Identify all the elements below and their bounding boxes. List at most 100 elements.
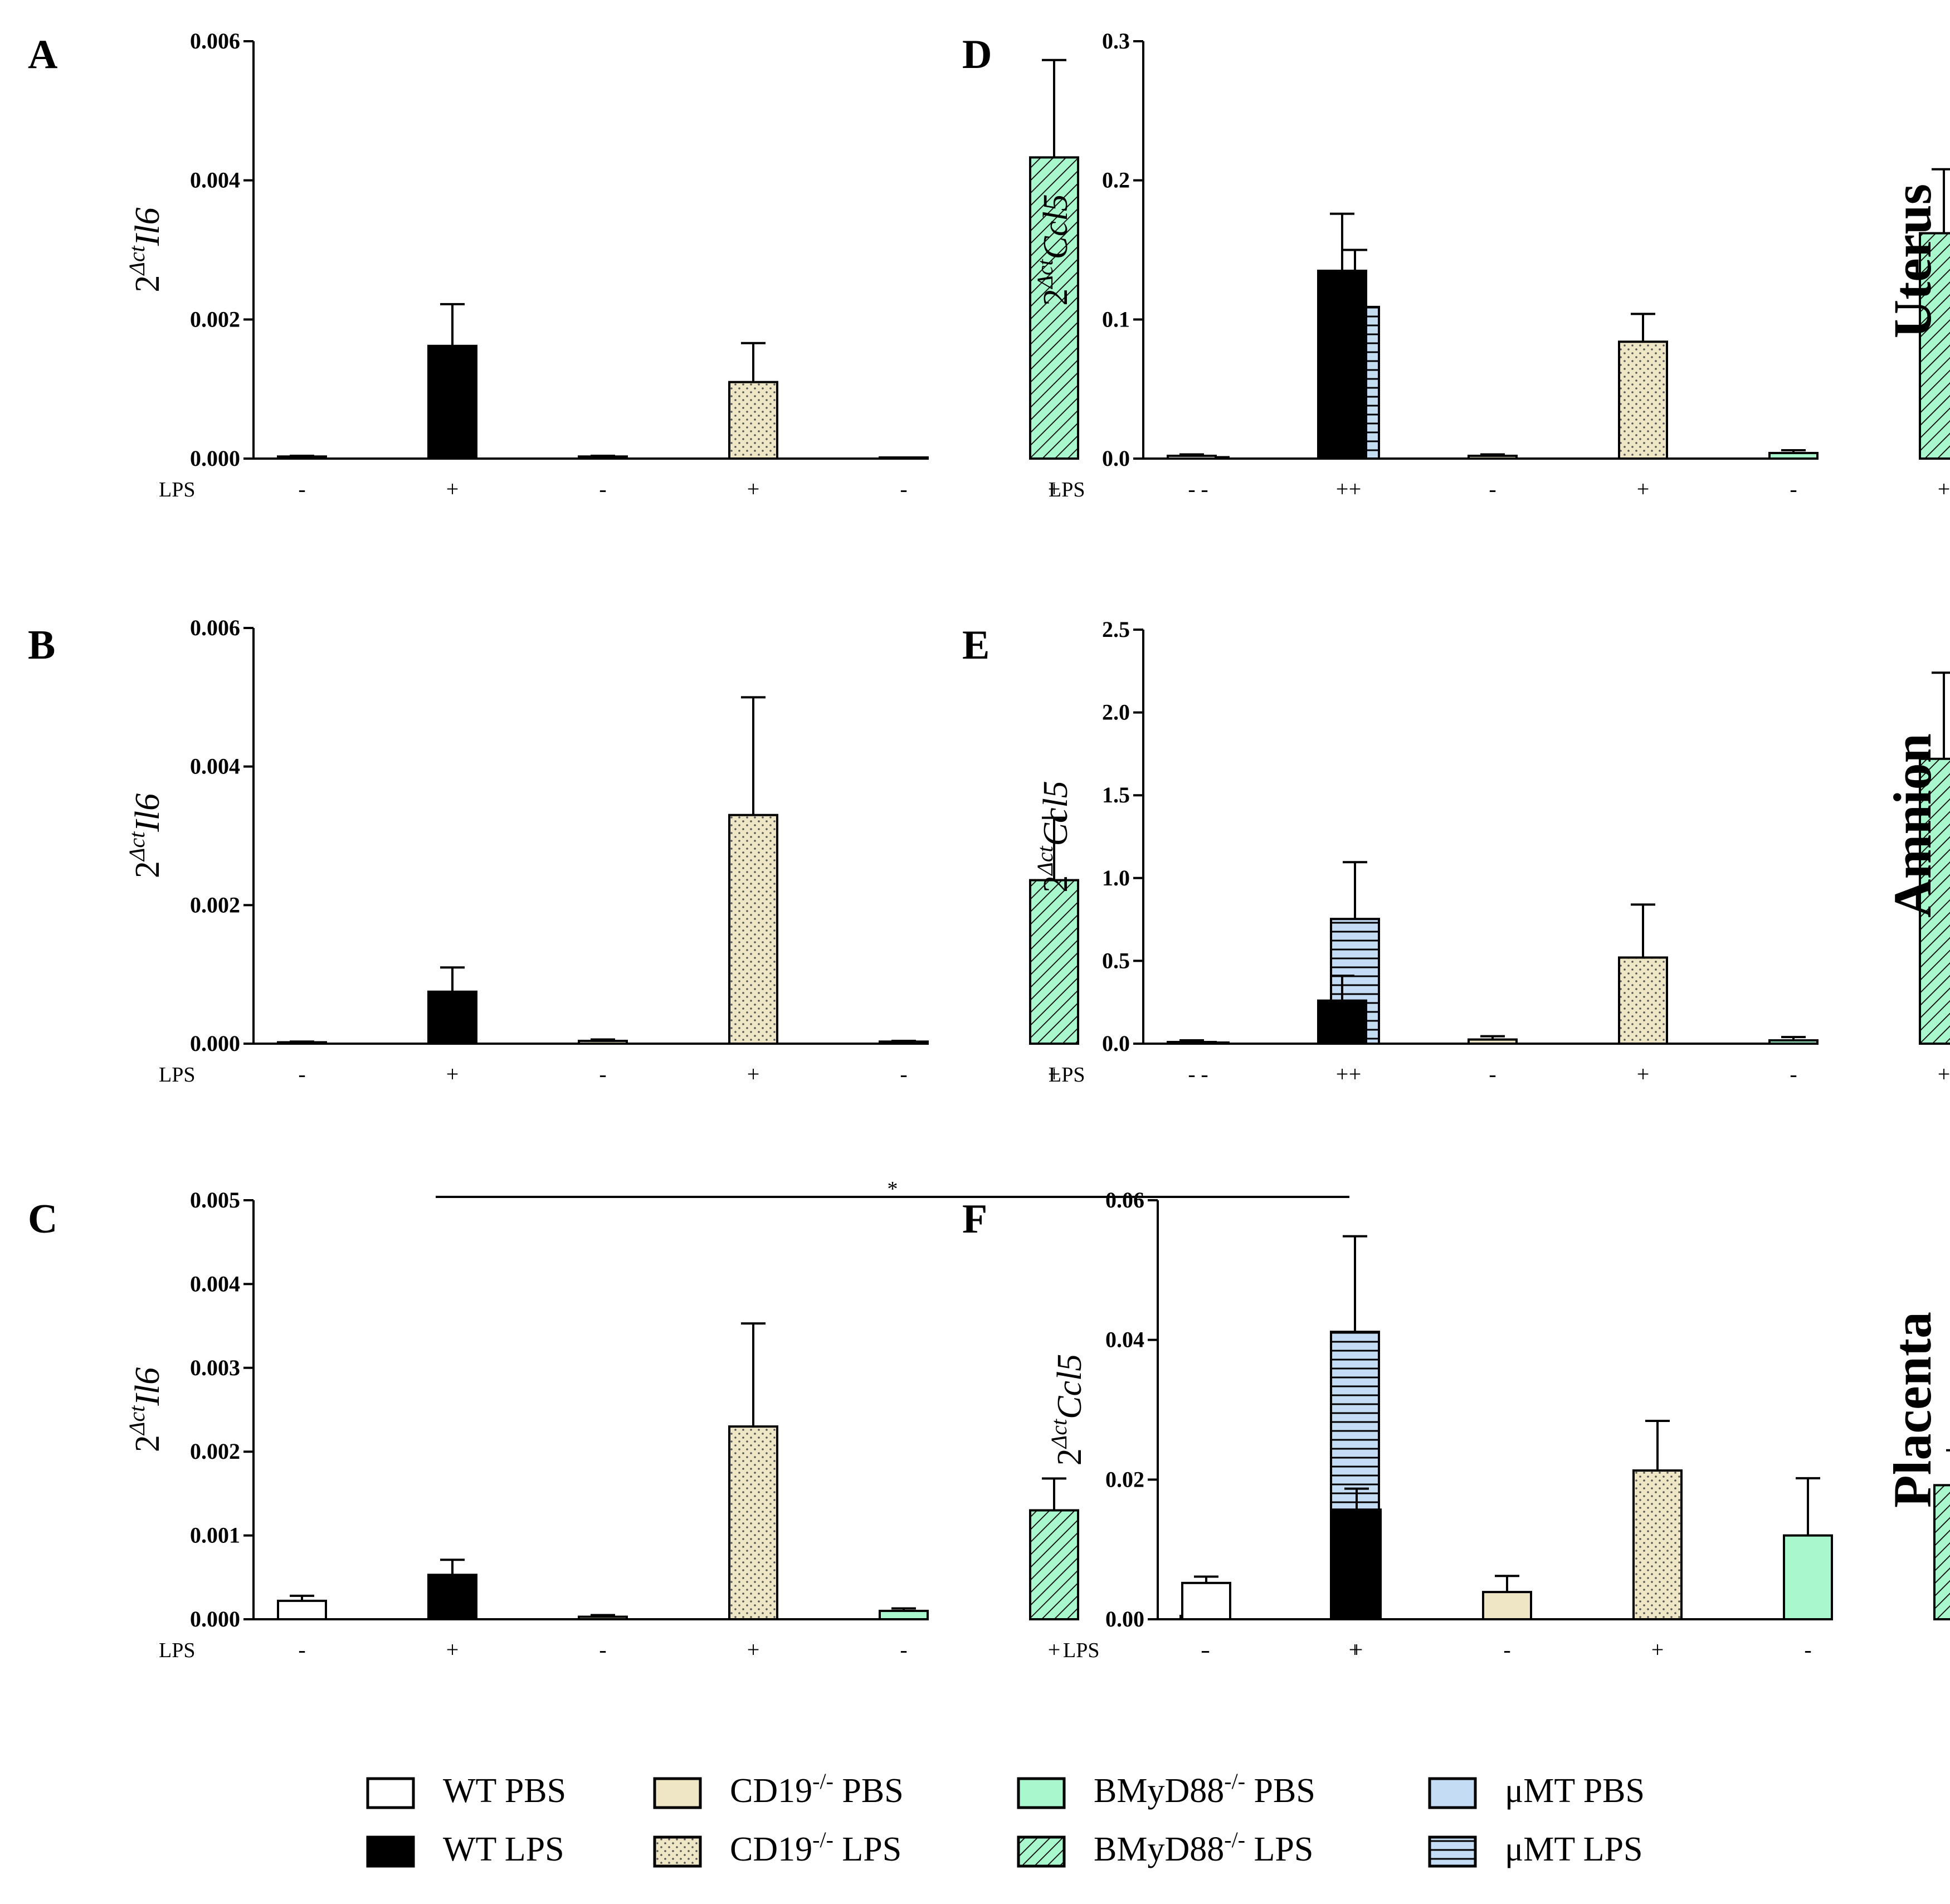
bar xyxy=(277,455,327,460)
condition-label: - xyxy=(599,1637,606,1662)
bar xyxy=(578,455,628,460)
y-tick-label: 0.2 xyxy=(1102,168,1130,193)
panel-letter: C xyxy=(28,1196,57,1242)
legend-label: WT PBS xyxy=(443,1772,566,1810)
lps-label: LPS xyxy=(159,1639,195,1662)
y-tick-label: 0.04 xyxy=(1105,1327,1144,1352)
bar xyxy=(1029,1509,1079,1620)
legend-item: BMyD88-/- LPS xyxy=(1017,1827,1313,1868)
ylabel-base: 2 xyxy=(129,275,167,293)
y-tick-label: 0.002 xyxy=(190,1439,240,1464)
ylabel-base: 2 xyxy=(1051,1448,1089,1465)
ylabel-gene: Il6 xyxy=(129,207,167,246)
condition-label: - xyxy=(1503,1637,1510,1662)
legend-label-suffix: LPS xyxy=(833,1830,901,1868)
condition-label: + xyxy=(747,1061,760,1087)
y-tick-label: 2.0 xyxy=(1102,700,1130,725)
condition-label: - xyxy=(1201,476,1208,501)
bar xyxy=(427,344,477,460)
ylabel-superscript: Δct xyxy=(124,245,149,276)
y-tick-label: 0.002 xyxy=(190,892,240,917)
legend-label-base: WT PBS xyxy=(443,1772,566,1810)
condition-label: - xyxy=(1202,1637,1210,1662)
ylabel-base: 2 xyxy=(1037,289,1075,306)
legend-label-superscript: -/- xyxy=(1224,1827,1245,1852)
bar xyxy=(1783,1534,1833,1621)
panel-d: D 2ΔctCcl5 0.0 0.1 0.2 0.3 LPS - + - + - + - + xyxy=(962,28,1950,501)
bar xyxy=(728,381,778,460)
condition-label: - xyxy=(298,1637,305,1662)
panel-e: E 2ΔctCcl5 0.0 0.5 1.0 1.5 2.0 2.5 LPS - + - + - + - + xyxy=(962,617,1950,1087)
y-tick-label: 0.02 xyxy=(1105,1467,1144,1492)
bar xyxy=(1167,1041,1217,1045)
condition-label: + xyxy=(446,1637,459,1662)
condition-label: + xyxy=(446,476,459,501)
legend-label-base: BMyD88 xyxy=(1094,1830,1224,1868)
legend-label: BMyD88-/- PBS xyxy=(1094,1769,1315,1810)
bar xyxy=(1632,1469,1683,1621)
condition-label: + xyxy=(1637,476,1650,501)
legend-label-superscript: -/- xyxy=(812,1827,833,1852)
legend-label: WT LPS xyxy=(443,1830,564,1868)
condition-label: - xyxy=(1188,476,1195,501)
legend-swatch xyxy=(653,1835,702,1868)
legend-swatch xyxy=(1428,1835,1477,1868)
y-tick-label: 0.001 xyxy=(190,1523,240,1548)
y-tick-label: 0.00 xyxy=(1105,1606,1144,1632)
bar xyxy=(1618,956,1668,1045)
legend-item: BMyD88-/- PBS xyxy=(1017,1769,1315,1810)
bar xyxy=(578,1615,628,1621)
condition-label: - xyxy=(599,476,606,501)
y-tick-label: 0.002 xyxy=(190,306,240,332)
ylabel-gene: Il6 xyxy=(129,793,167,832)
bar xyxy=(728,814,778,1045)
condition-label: - xyxy=(1790,476,1797,501)
ylabel-base: 2 xyxy=(129,861,167,878)
legend-label-base: BMyD88 xyxy=(1094,1772,1224,1810)
y-tick-label: 0.004 xyxy=(190,168,240,193)
condition-label: - xyxy=(1489,476,1496,501)
legend-label: CD19-/- LPS xyxy=(730,1827,901,1868)
condition-label: + xyxy=(1637,1061,1650,1087)
ylabel-superscript: Δct xyxy=(1032,845,1057,876)
legend-item: CD19-/- LPS xyxy=(653,1827,901,1868)
y-tick-label: 0.000 xyxy=(190,1031,240,1056)
ylabel-base: 2 xyxy=(1037,875,1075,893)
legend-label-superscript: -/- xyxy=(1224,1769,1245,1794)
y-tick-label: 0.0 xyxy=(1102,1031,1130,1056)
bar xyxy=(1919,757,1950,1045)
bar xyxy=(1919,232,1950,460)
y-axis-label: 2ΔctIl6 xyxy=(124,207,167,292)
y-axis-label: 2ΔctCcl5 xyxy=(1032,194,1075,305)
legend-label-base: CD19 xyxy=(730,1772,812,1810)
legend-label-superscript: -/- xyxy=(812,1769,833,1794)
y-tick-label: 1.5 xyxy=(1102,782,1130,807)
y-tick-label: 0.004 xyxy=(190,1271,240,1296)
condition-label: + xyxy=(446,1061,459,1087)
panel-letter: A xyxy=(28,32,57,77)
bar xyxy=(277,1041,327,1045)
y-tick-label: 0.0 xyxy=(1102,446,1130,471)
panel-letter: B xyxy=(28,622,55,668)
bar xyxy=(1317,999,1367,1045)
y-tick-label: 1.0 xyxy=(1102,865,1130,890)
bar xyxy=(578,1040,628,1045)
condition-label: - xyxy=(1188,1061,1195,1087)
bar xyxy=(1482,1591,1532,1621)
lps-label: LPS xyxy=(159,1063,195,1087)
condition-label: + xyxy=(747,1637,760,1662)
panel-letter: E xyxy=(962,622,989,668)
y-tick-label: 0.000 xyxy=(190,446,240,471)
legend-swatch xyxy=(1017,1777,1066,1809)
bar xyxy=(1768,1039,1819,1045)
y-tick-label: 0.5 xyxy=(1102,948,1130,973)
bar xyxy=(427,990,477,1045)
condition-label: - xyxy=(900,1637,907,1662)
y-tick-label: 0.3 xyxy=(1102,28,1130,53)
condition-label: + xyxy=(1938,476,1950,501)
bar xyxy=(1029,156,1079,460)
y-axis-label: 2ΔctIl6 xyxy=(124,1367,167,1452)
condition-label: - xyxy=(1489,1061,1496,1087)
